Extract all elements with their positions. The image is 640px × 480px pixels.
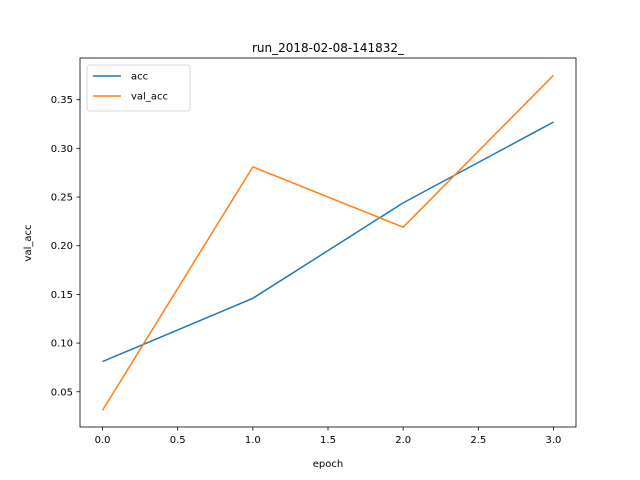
y-tick-label: 0.10	[51, 339, 73, 350]
y-tick-label: 0.20	[51, 241, 73, 252]
legend-label-val-acc: val_acc	[131, 92, 168, 103]
y-tick-label: 0.15	[51, 290, 73, 301]
x-tick-label: 2.0	[395, 435, 411, 446]
series-line-val-acc	[101, 74, 554, 411]
x-tick-label: 0.0	[95, 435, 111, 446]
x-tick-label: 0.5	[170, 435, 186, 446]
x-tick-label: 1.5	[320, 435, 336, 446]
x-axis-label: epoch	[313, 459, 343, 470]
y-tick-label: 0.25	[51, 193, 73, 204]
x-tick-label: 3.0	[546, 435, 562, 446]
chart-title: run_2018-02-08-141832_	[252, 41, 405, 55]
y-axis-label: val_acc	[23, 225, 34, 262]
x-tick-label: 2.5	[470, 435, 486, 446]
plot-area: 0.0 0.5 1.0 1.5 2.0 2.5 3.0 0.05 0.10 0.15 0.20 0.2…	[51, 57, 577, 446]
y-tick-label: 0.30	[51, 144, 73, 155]
series-line-acc	[102, 121, 554, 363]
y-tick-label: 0.35	[51, 95, 73, 106]
y-tick-label: 0.05	[51, 387, 73, 398]
x-tick-label: 1.0	[245, 435, 261, 446]
legend-label-acc: acc	[131, 72, 148, 83]
